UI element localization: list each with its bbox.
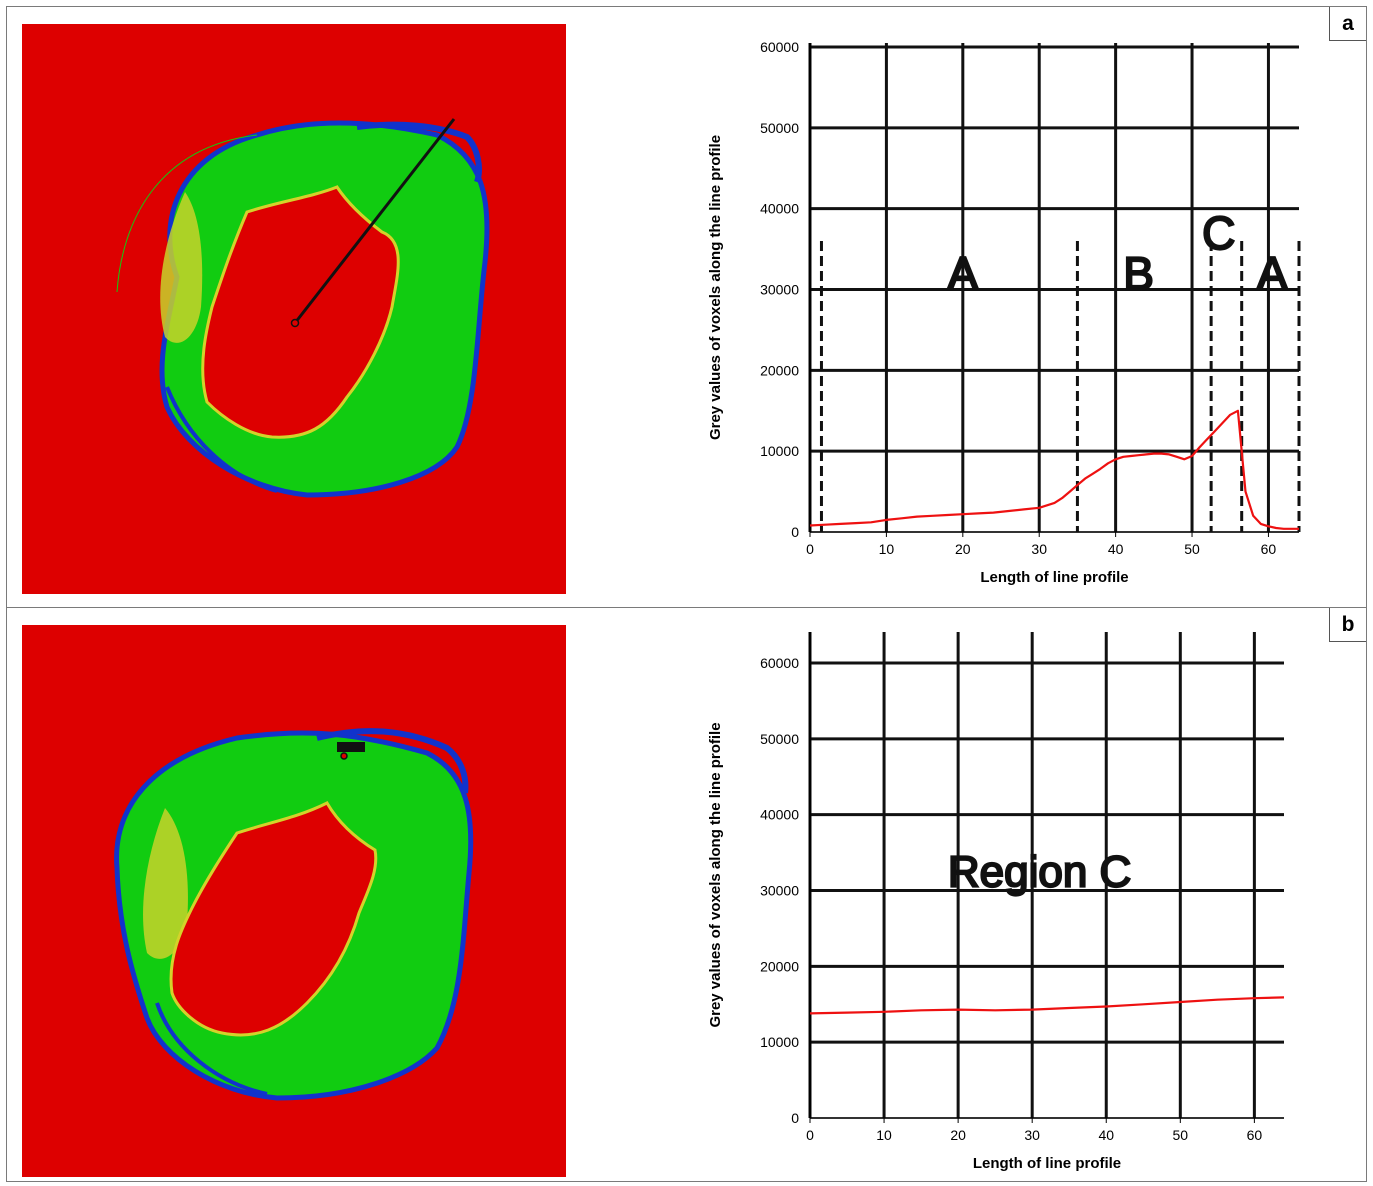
panel-label-b: b xyxy=(1329,608,1366,642)
line-profile-marker-b xyxy=(337,742,365,760)
y-tick-label-4: 40000 xyxy=(760,201,799,217)
x-tick-label-6: 60 xyxy=(1261,541,1277,557)
y-tick-label-6: 60000 xyxy=(760,655,799,671)
y-axis-label: Grey values of voxels along the line pro… xyxy=(707,135,724,440)
x-tick-label-5: 50 xyxy=(1173,1127,1189,1143)
x-axis-label: Length of line profile xyxy=(973,1155,1121,1172)
x-tick-label-1: 10 xyxy=(876,1127,892,1143)
panel-b-graphics: 0 10 20 30 40 50 60 0 10000 20000 30000 40000 50000 6… xyxy=(22,625,1285,1177)
panel-a-graphics: 0 10 20 30 40 50 60 0 10000 20000 30000 40000 50000 6… xyxy=(22,24,1301,594)
x-tick-label-3: 30 xyxy=(1031,541,1047,557)
y-tick-label-2: 20000 xyxy=(760,958,799,974)
region-label-3: A xyxy=(1257,248,1288,300)
x-tick-label-0: 0 xyxy=(806,1127,814,1143)
bone-image-a xyxy=(22,24,566,594)
x-tick-label-2: 20 xyxy=(955,541,971,557)
y-tick-label-1: 10000 xyxy=(760,1034,799,1050)
y-tick-label-1: 10000 xyxy=(760,443,799,459)
line-profile-marker-a xyxy=(293,118,456,324)
y-tick-label-5: 50000 xyxy=(760,120,799,136)
x-tick-label-5: 50 xyxy=(1184,541,1200,557)
y-axis-label: Grey values of voxels along the line pro… xyxy=(707,722,724,1027)
bone-image-b xyxy=(22,625,566,1177)
region-label-2: C xyxy=(1202,207,1235,259)
x-tick-label-3: 30 xyxy=(1024,1127,1040,1143)
chart-b: 0 10 20 30 40 50 60 0 10000 20000 30000 40000 50000 6… xyxy=(707,632,1285,1172)
y-tick-label-3: 30000 xyxy=(760,282,799,298)
x-axis-label: Length of line profile xyxy=(980,569,1128,586)
series-line-0 xyxy=(809,996,1285,1015)
y-tick-label-0: 0 xyxy=(791,524,799,540)
region-label-1: B xyxy=(1123,248,1154,300)
x-tick-label-2: 20 xyxy=(950,1127,966,1143)
chart-title: Region C xyxy=(948,848,1131,897)
y-tick-label-2: 20000 xyxy=(760,362,799,378)
y-tick-label-5: 50000 xyxy=(760,731,799,747)
x-tick-label-4: 40 xyxy=(1108,541,1124,557)
x-tick-label-1: 10 xyxy=(879,541,895,557)
x-tick-label-4: 40 xyxy=(1098,1127,1114,1143)
panel-a: 0 10 20 30 40 50 60 0 10000 20000 30000 40000 50000 6… xyxy=(6,6,1367,608)
x-tick-label-6: 60 xyxy=(1247,1127,1263,1143)
y-tick-label-4: 40000 xyxy=(760,807,799,823)
y-tick-label-3: 30000 xyxy=(760,883,799,899)
panel-b: 0 10 20 30 40 50 60 0 10000 20000 30000 40000 50000 6… xyxy=(6,607,1367,1182)
x-tick-label-0: 0 xyxy=(806,541,814,557)
series-line-0 xyxy=(809,409,1299,530)
y-tick-label-0: 0 xyxy=(791,1110,799,1126)
y-tick-label-6: 60000 xyxy=(760,39,799,55)
chart-a: 0 10 20 30 40 50 60 0 10000 20000 30000 40000 50000 6… xyxy=(707,39,1301,586)
region-label-0: A xyxy=(947,248,978,300)
panel-label-a: a xyxy=(1329,7,1366,41)
